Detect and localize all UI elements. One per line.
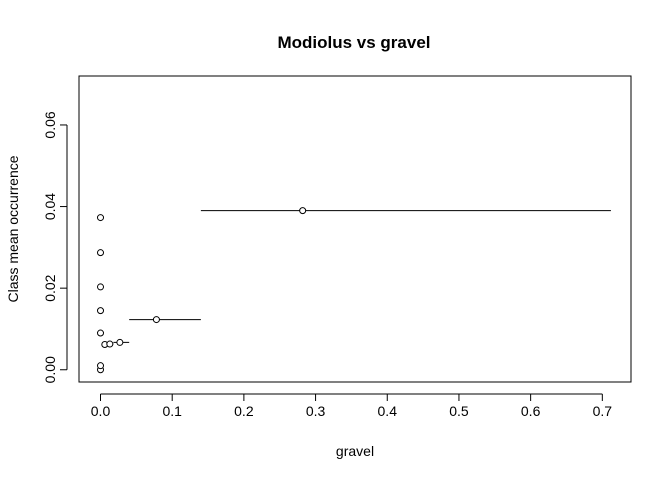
y-tick-label: 0.02 xyxy=(42,274,58,301)
y-tick-label: 0.00 xyxy=(42,356,58,383)
x-tick-label: 0.1 xyxy=(162,403,182,419)
y-axis: 0.00 0.02 0.04 0.06 xyxy=(42,111,68,383)
x-axis: 0.0 0.1 0.2 0.3 0.4 0.5 0.6 0.7 xyxy=(91,393,613,419)
data-points xyxy=(97,207,307,374)
x-axis-label: gravel xyxy=(336,443,374,459)
x-tick-label: 0.4 xyxy=(378,403,398,419)
data-point xyxy=(97,214,105,222)
x-tick-label: 0.5 xyxy=(449,403,469,419)
data-point xyxy=(97,249,105,257)
y-axis-label: Class mean occurrence xyxy=(5,155,21,302)
x-tick-label: 0.7 xyxy=(593,403,613,419)
data-point xyxy=(97,362,105,370)
data-point xyxy=(97,283,105,291)
y-tick-label: 0.06 xyxy=(42,111,58,138)
y-tick-label: 0.04 xyxy=(42,193,58,220)
data-point xyxy=(106,340,114,348)
data-point xyxy=(97,329,105,337)
x-tick-label: 0.2 xyxy=(234,403,254,419)
x-tick-label: 0.3 xyxy=(306,403,326,419)
x-tick-label: 0.6 xyxy=(521,403,541,419)
data-point xyxy=(152,316,160,324)
chart-title: Modiolus vs gravel xyxy=(277,33,430,52)
data-point xyxy=(299,207,307,215)
x-tick-label: 0.0 xyxy=(91,403,111,419)
data-point xyxy=(97,307,105,315)
data-point xyxy=(116,338,124,346)
plot-frame xyxy=(78,75,632,383)
